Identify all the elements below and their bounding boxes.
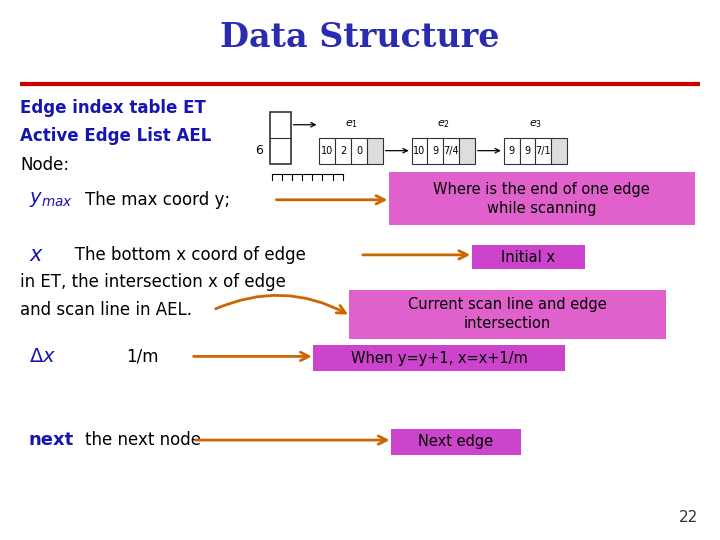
Text: Where is the end of one edge
while scanning: Where is the end of one edge while scann… bbox=[433, 181, 650, 216]
Bar bbox=[336, 138, 351, 164]
Text: next: next bbox=[458, 172, 477, 181]
Text: and scan line in AEL.: and scan line in AEL. bbox=[20, 301, 192, 319]
Bar bbox=[367, 138, 383, 164]
Bar bbox=[459, 138, 475, 164]
Text: Edge index table ET: Edge index table ET bbox=[20, 99, 206, 117]
Text: 9: 9 bbox=[508, 146, 515, 156]
Text: $e_1$: $e_1$ bbox=[345, 118, 358, 130]
Text: next: next bbox=[29, 431, 74, 449]
Bar bbox=[536, 138, 552, 164]
Text: Active Edge List AEL: Active Edge List AEL bbox=[20, 127, 212, 145]
Bar bbox=[444, 138, 459, 164]
Text: 7/1: 7/1 bbox=[536, 146, 551, 156]
Text: Next edge: Next edge bbox=[418, 434, 493, 449]
Text: 6: 6 bbox=[255, 144, 263, 157]
FancyBboxPatch shape bbox=[391, 429, 521, 455]
Bar bbox=[270, 112, 291, 164]
Text: The max coord y;: The max coord y; bbox=[85, 191, 230, 209]
Text: 9: 9 bbox=[432, 146, 438, 156]
Text: 1/m: 1/m bbox=[126, 347, 158, 366]
Text: $y_{max}$: $y_{max}$ bbox=[29, 190, 73, 210]
Text: Initial x: Initial x bbox=[501, 249, 556, 265]
Text: $x$: $x$ bbox=[29, 245, 44, 265]
Text: 22: 22 bbox=[679, 510, 698, 525]
Bar bbox=[520, 138, 536, 164]
FancyBboxPatch shape bbox=[472, 245, 585, 269]
Text: $y_{max}$: $y_{max}$ bbox=[410, 172, 429, 183]
Bar bbox=[351, 138, 367, 164]
Text: $e_2$: $e_2$ bbox=[437, 118, 450, 130]
Text: the next node: the next node bbox=[85, 431, 201, 449]
Text: When y=y+1, x=x+1/m: When y=y+1, x=x+1/m bbox=[351, 350, 528, 366]
Text: 9: 9 bbox=[524, 146, 531, 156]
Bar bbox=[504, 138, 520, 164]
Text: $e_3$: $e_3$ bbox=[529, 118, 542, 130]
Bar bbox=[412, 138, 428, 164]
Text: $\Delta_x$: $\Delta_x$ bbox=[446, 172, 456, 185]
Bar bbox=[428, 138, 444, 164]
Text: 10: 10 bbox=[413, 146, 426, 156]
Text: The bottom x coord of edge: The bottom x coord of edge bbox=[59, 246, 306, 264]
FancyBboxPatch shape bbox=[349, 290, 666, 339]
Text: $x$: $x$ bbox=[432, 172, 439, 181]
Text: in ET, the intersection x of edge: in ET, the intersection x of edge bbox=[20, 273, 286, 292]
Text: 2: 2 bbox=[340, 146, 346, 156]
Text: 7/4: 7/4 bbox=[444, 146, 459, 156]
Bar bbox=[552, 138, 567, 164]
Text: 10: 10 bbox=[321, 146, 333, 156]
Text: Node:: Node: bbox=[20, 156, 69, 174]
Text: Data Structure: Data Structure bbox=[220, 21, 500, 55]
Bar bbox=[320, 138, 336, 164]
FancyBboxPatch shape bbox=[313, 345, 565, 371]
Text: 0: 0 bbox=[356, 146, 362, 156]
Text: $\mathit{\Delta x}$: $\mathit{\Delta x}$ bbox=[29, 347, 56, 366]
Text: Current scan line and edge
intersection: Current scan line and edge intersection bbox=[408, 297, 607, 332]
FancyBboxPatch shape bbox=[389, 172, 695, 225]
